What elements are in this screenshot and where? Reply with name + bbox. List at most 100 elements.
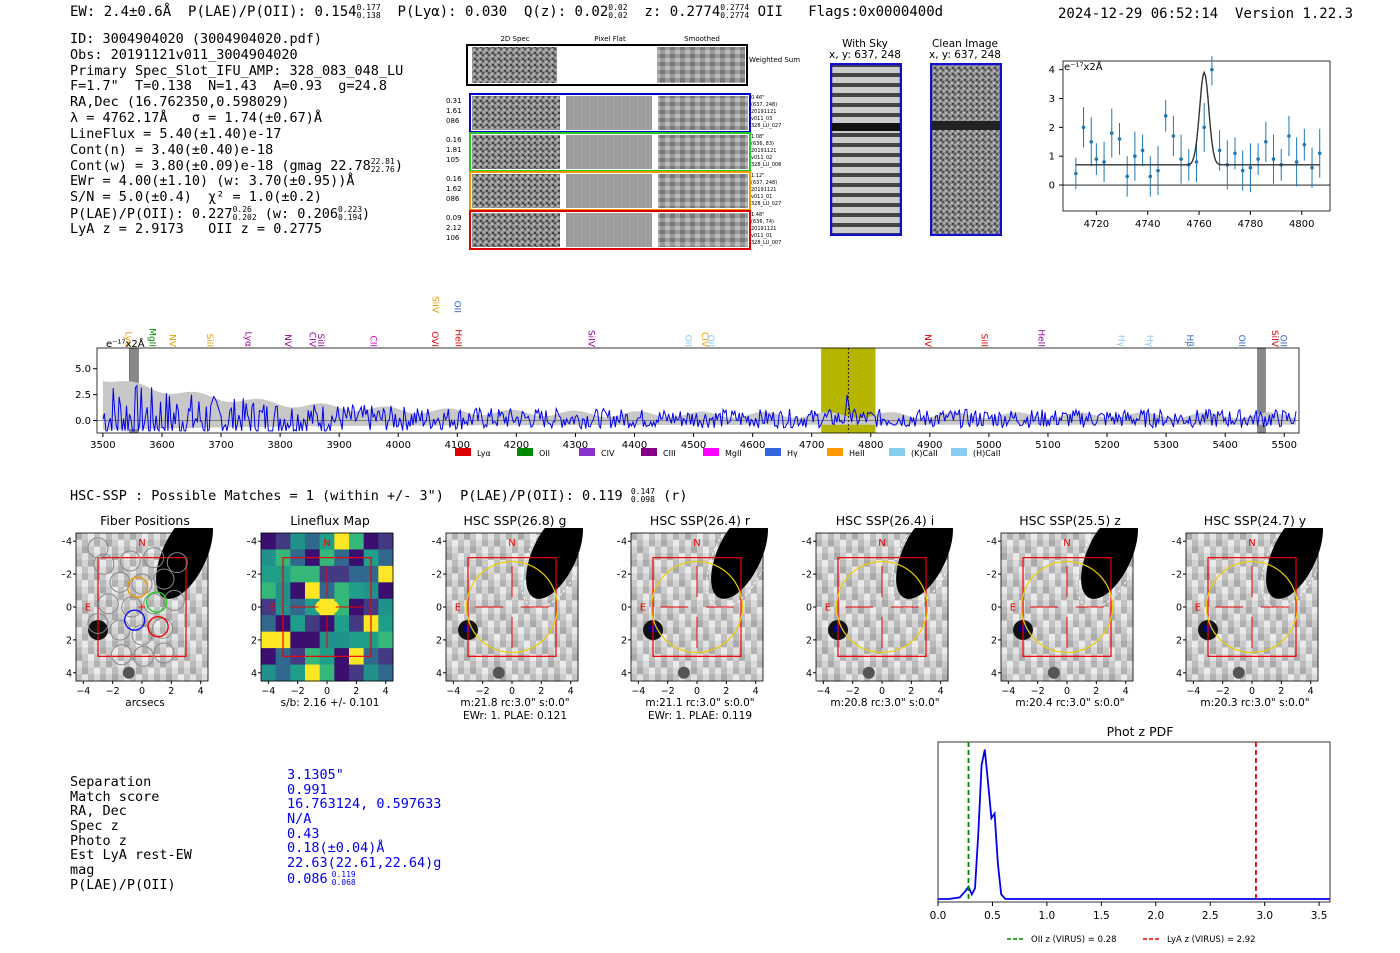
image-pixel [554,586,561,595]
image-pixel [745,640,752,648]
image-pixel [846,647,853,655]
image-pixel [488,600,495,608]
image-pixel [1019,539,1026,547]
image-pixel [1025,607,1032,615]
image-pixel [1121,627,1128,635]
image-pixel [482,539,489,547]
image-pixel [470,600,477,608]
image-pixel [1264,660,1271,669]
image-pixel [858,667,865,675]
image-pixel [1007,647,1014,655]
image-pixel [1001,593,1008,601]
image-pixel [1127,654,1134,662]
image-pixel [148,647,155,655]
image-pixel [106,553,113,561]
image-pixel [88,640,95,648]
image-pixel [1055,553,1062,561]
image-pixel [691,633,698,642]
image-pixel [554,593,561,601]
image-pixel [446,539,453,547]
image-pixel [882,533,889,541]
image-pixel [1073,633,1080,642]
image-pixel [88,566,95,574]
image-pixel [667,660,674,669]
search-box [467,557,557,657]
image-pixel [1234,573,1241,581]
image-pixel [1258,539,1265,547]
image-pixel [190,660,197,669]
image-pixel [196,620,203,628]
image-pixel [572,674,579,682]
image-pixel [1204,533,1211,541]
image-pixel [697,613,704,621]
image-pixel [1115,647,1122,655]
image-pixel [166,654,173,662]
cutout-right-label: 20191121 [751,109,776,115]
image-pixel [840,640,847,648]
image-pixel [643,546,650,554]
image-pixel [88,573,95,581]
image-pixel [1037,674,1044,682]
image-pixel [196,600,203,608]
image-pixel [482,613,489,621]
image-pixel [446,559,453,568]
image-pixel [894,539,901,547]
image-pixel [118,633,125,642]
legend-label: Lyα [477,449,491,458]
header-z: z: 0.2774 [644,4,721,20]
fiber-circle [109,571,131,593]
image-pixel [828,600,835,608]
image-pixel [1252,613,1259,621]
image-pixel [202,667,209,675]
image-pixel [542,640,549,648]
image-pixel [1061,627,1068,635]
image-pixel [894,633,901,642]
image-pixel [88,607,95,615]
image-pixel [446,674,453,682]
image-pixel [816,600,823,608]
image-pixel [184,667,191,675]
image-pixel [1192,586,1199,595]
image-pixel [828,559,835,568]
match-circle [1020,560,1114,654]
image-pixel [572,580,579,588]
image-pixel [458,559,465,568]
image-pixel [1007,573,1014,581]
spectrum-xtick-label: 4600 [740,440,765,451]
image-pixel [679,633,686,642]
clean-image [930,63,1002,236]
line-marker-label: Lyα [122,332,132,348]
image-pixel [822,539,829,547]
image-pixel [142,546,149,554]
image-pixel [667,546,674,554]
image-pixel [1186,667,1193,675]
panel-xtick-label: 4 [383,686,389,697]
image-pixel [709,667,716,675]
image-pixel [88,553,95,561]
image-pixel [536,600,543,608]
panel-ytick-label: 2 [621,635,627,646]
image-pixel [524,667,531,675]
zoom-data-point [1156,168,1160,173]
image-pixel [852,654,859,662]
image-pixel [1049,573,1056,581]
image-pixel [936,573,943,581]
image-pixel [530,654,537,662]
lineflux-pixel [363,533,379,550]
image-pixel [727,647,734,655]
image-pixel [1109,620,1116,628]
line-marker-label: SiIV [1269,330,1279,348]
image-pixel [124,546,131,554]
image-pixel [649,566,656,574]
zoom-data-point [1125,174,1129,179]
image-pixel [494,533,501,541]
line-marker-label: OII [1236,335,1246,347]
image-pixel [1055,674,1062,682]
image-pixel [548,607,555,615]
image-pixel [1115,667,1122,675]
image-pixel [828,607,835,615]
image-pixel [458,546,465,554]
image-pixel [942,600,949,608]
image-pixel [112,559,119,568]
